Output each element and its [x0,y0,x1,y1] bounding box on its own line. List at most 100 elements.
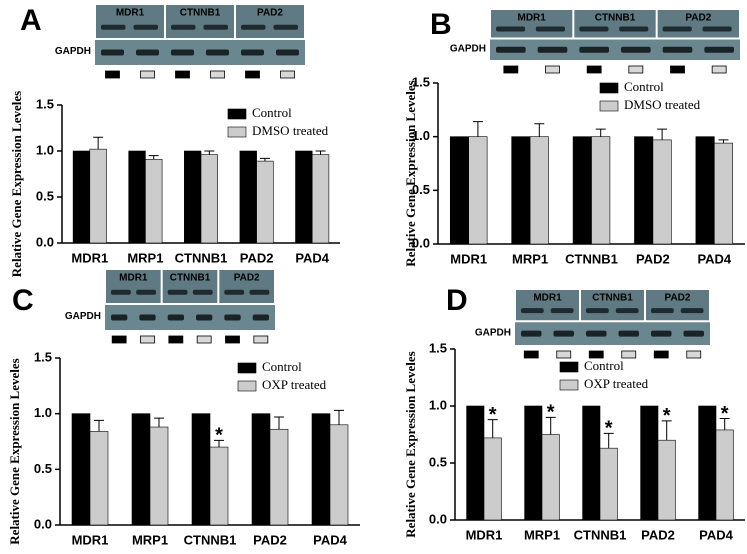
x-tick-label: MDR1 [72,532,109,547]
error-bar [94,419,104,432]
lane-marker [670,65,685,74]
error-bar [595,128,606,137]
significance-mark: * [547,402,555,424]
lane-marker [523,350,539,359]
lane-marker [105,70,120,79]
blot-control-label: GAPDH [65,311,101,322]
legend-label: Control [252,105,292,120]
x-tick-label: PAD4 [699,527,733,542]
lane-marker [245,70,260,79]
x-tick-label: CTNNB1 [574,527,627,542]
blot-band [136,49,159,56]
y-tick-label: 0.0 [429,511,447,526]
blot-band [651,330,672,337]
y-axis-label: Relative Gene Expression Leveles [403,80,418,266]
blot-band [101,49,124,56]
y-tick-label: 1.0 [36,142,54,157]
error-bar [719,418,730,430]
panel: A MDR1 CTNNB1 PAD2 GAPDH 0.0 0.5 1.0 1.5 Relative… [9,4,340,277]
bar [529,136,549,245]
panel: D MDR1 CTNNB1 PAD2 GAPDH 0.0 0.5 1.0 1.5 Relative… [403,284,745,542]
blot-gapdh-region [105,305,275,330]
bar [524,405,543,521]
error-bar [661,420,672,441]
blot-band [167,314,184,321]
bar [591,136,611,245]
y-axis-label: Relative Gene Expression Leveles [403,351,418,537]
y-tick-label: 0.5 [429,454,447,469]
blot-band [224,314,241,321]
x-tick-label: CTNNB1 [175,250,228,265]
legend-swatch [599,82,619,94]
error-bar [657,128,668,140]
error-bar [487,419,498,438]
x-tick-label: PAD2 [641,527,675,542]
lane-marker [545,65,560,74]
blot-label: MDR1 [116,8,145,19]
blot-label: PAD2 [257,8,283,19]
blot-band [615,308,639,314]
bar [657,439,676,521]
bar [695,136,715,245]
y-tick-label: 1.5 [36,96,54,111]
blot-control-label: GAPDH [55,46,91,57]
blot-band-region [96,5,164,38]
bar [634,136,654,245]
legend-swatch [559,379,579,391]
blot-band-region [574,10,656,38]
blot-band [537,46,568,53]
blot-band [535,26,565,32]
x-tick-label: CTNNB1 [565,251,618,266]
y-tick-label: 1.0 [34,405,52,420]
blot-band [621,46,651,53]
blot-band-region [236,5,304,38]
blot-band [167,289,188,295]
bar [640,405,659,521]
error-bar [534,123,545,137]
bar [256,160,274,244]
lane-marker [253,335,269,344]
bar [698,405,717,521]
bar [295,150,313,244]
significance-mark: * [663,405,671,427]
lane-marker [175,70,190,79]
bar [89,148,107,244]
legend-label: Control [584,358,624,373]
significance-mark: * [605,418,613,440]
blot-gapdh-region [490,39,740,60]
blot-band-region [491,10,573,38]
lane-marker [280,70,295,79]
x-tick-label: MRP1 [132,532,168,547]
lane-marker [711,65,727,74]
y-tick-label: 1.0 [429,397,447,412]
blot-band [139,314,156,321]
error-bar [154,417,164,428]
blot-band [702,26,732,32]
bar [131,413,151,526]
blot-band [680,308,704,314]
x-tick-label: PAD4 [697,251,731,266]
legend-swatch [237,362,257,374]
blot-label: CTNNB1 [180,8,221,19]
blot-gapdh-region [95,40,305,65]
legend-label: Control [262,359,302,374]
blot-band [496,26,526,32]
blot-band [550,308,574,314]
error-bar [718,139,729,144]
blot-band [252,314,269,321]
legend-label: DMSO treated [624,97,701,112]
blot-label: CTNNB1 [592,293,633,304]
significance-mark: * [489,404,497,426]
blot-band [553,330,574,337]
legend-swatch [559,361,579,373]
y-tick-label: 0.0 [36,234,54,249]
lane-marker [588,350,604,359]
y-tick-label: 0.0 [34,516,52,531]
blot-band [619,26,649,32]
y-tick-label: 0.5 [36,188,54,203]
y-tick-label: 0.0 [412,235,430,250]
lane-marker [225,335,240,344]
blot-band [171,49,194,56]
panel-letter: C [12,284,34,317]
significance-mark: * [215,425,223,447]
